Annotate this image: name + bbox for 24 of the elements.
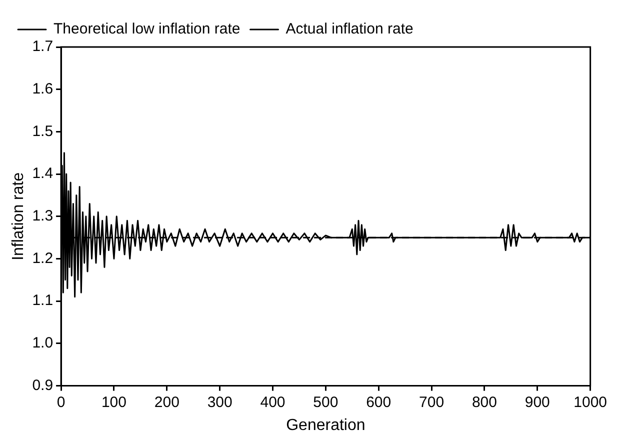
legend-label: Theoretical low inflation rate xyxy=(54,20,240,38)
y-axis-title: Inflation rate xyxy=(10,172,28,260)
y-tick-label: 1.4 xyxy=(32,165,54,182)
x-tick-label: 1000 xyxy=(574,394,608,411)
x-tick-label: 0 xyxy=(56,394,66,411)
y-tick-label: 1.0 xyxy=(32,334,54,352)
y-tick-label: 1.2 xyxy=(32,250,54,267)
legend-label: Actual inflation rate xyxy=(286,20,414,38)
y-tick-label: 1.7 xyxy=(32,38,54,56)
x-tick-label: 600 xyxy=(366,394,392,411)
x-tick-label: 100 xyxy=(101,394,126,411)
x-tick-label: 500 xyxy=(313,394,338,411)
y-tick-label: 1.5 xyxy=(32,122,54,140)
x-axis-title: Generation xyxy=(286,416,366,434)
x-tick-label: 800 xyxy=(472,394,497,411)
y-tick-label: 1.1 xyxy=(32,292,54,310)
x-tick-label: 400 xyxy=(260,394,286,411)
y-tick-label: 1.3 xyxy=(32,208,54,225)
x-tick-label: 700 xyxy=(419,394,444,411)
x-tick-label: 300 xyxy=(207,394,232,411)
x-tick-label: 200 xyxy=(154,394,180,411)
y-tick-label: 0.9 xyxy=(32,376,54,394)
y-tick-label: 1.6 xyxy=(32,80,54,98)
x-tick-label: 900 xyxy=(524,394,550,411)
